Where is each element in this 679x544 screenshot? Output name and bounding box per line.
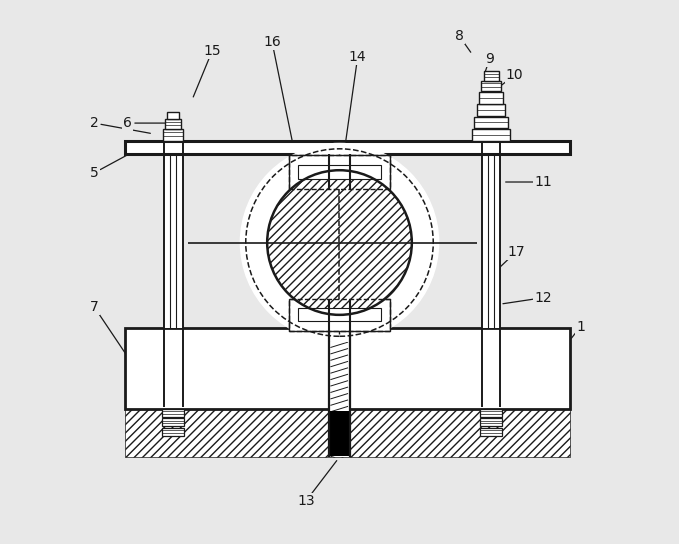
Text: 7: 7 bbox=[90, 300, 98, 314]
Text: 15: 15 bbox=[203, 44, 221, 58]
Bar bbox=[480, 409, 502, 417]
Text: 5: 5 bbox=[90, 166, 98, 180]
Bar bbox=[475, 116, 508, 128]
Bar bbox=[472, 129, 511, 141]
Bar bbox=[125, 141, 570, 154]
Text: 11: 11 bbox=[534, 175, 552, 189]
Bar bbox=[167, 112, 179, 119]
Circle shape bbox=[267, 170, 412, 315]
Text: 14: 14 bbox=[349, 50, 367, 64]
Text: 9: 9 bbox=[485, 52, 494, 66]
Text: 12: 12 bbox=[534, 290, 552, 305]
Bar bbox=[162, 418, 185, 426]
Circle shape bbox=[240, 144, 439, 342]
Text: 2: 2 bbox=[90, 116, 98, 130]
Bar bbox=[125, 409, 570, 457]
Bar bbox=[477, 104, 505, 116]
Bar bbox=[125, 328, 570, 409]
Bar bbox=[479, 92, 503, 104]
Bar bbox=[330, 411, 348, 456]
Text: 16: 16 bbox=[263, 35, 281, 48]
Bar bbox=[162, 428, 185, 436]
Text: 6: 6 bbox=[124, 116, 132, 130]
Bar bbox=[298, 165, 381, 180]
Bar bbox=[483, 71, 498, 81]
Bar bbox=[164, 154, 183, 328]
Bar bbox=[480, 418, 502, 426]
Text: 17: 17 bbox=[507, 245, 525, 258]
Bar bbox=[163, 129, 183, 141]
Bar bbox=[289, 299, 390, 331]
Bar bbox=[165, 119, 181, 129]
Bar bbox=[329, 154, 350, 457]
Text: 8: 8 bbox=[455, 29, 464, 44]
Bar bbox=[127, 330, 568, 407]
Text: 1: 1 bbox=[576, 320, 585, 333]
Bar bbox=[480, 428, 502, 436]
Circle shape bbox=[267, 170, 412, 315]
Bar bbox=[482, 154, 500, 328]
Text: 10: 10 bbox=[506, 68, 524, 82]
Bar bbox=[289, 155, 390, 189]
Bar bbox=[298, 308, 381, 322]
Bar bbox=[289, 155, 390, 189]
Bar bbox=[481, 81, 501, 91]
Text: 13: 13 bbox=[297, 494, 314, 508]
Bar bbox=[162, 409, 185, 417]
Bar bbox=[289, 299, 390, 331]
